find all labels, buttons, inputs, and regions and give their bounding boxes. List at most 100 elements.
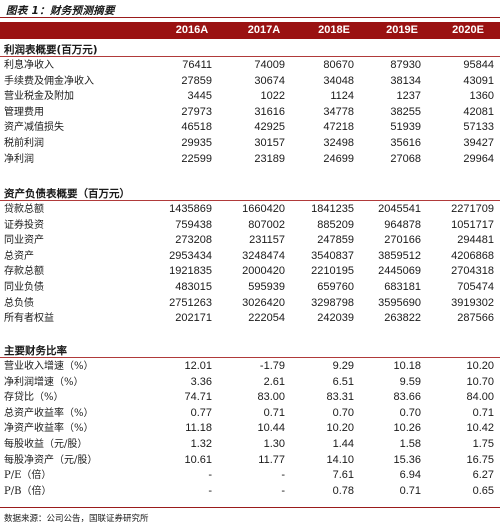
header-2019E: 2019E [386, 24, 418, 36]
row-value: 46518 [181, 121, 212, 134]
row-value: 1124 [330, 90, 354, 103]
row-value: 34048 [323, 74, 354, 87]
row-label: 存贷比（%） [4, 392, 64, 404]
row-value: 231157 [249, 234, 285, 247]
row-value: 0.71 [263, 406, 285, 419]
row-value: 1.30 [263, 438, 285, 450]
table-row: 管理费用 27973 31616 34778 38255 42081 [0, 105, 500, 120]
row-value: 10.18 [393, 360, 421, 372]
section-title: 资产负债表概要（百万元） [4, 188, 130, 200]
table-row: 同业资产 273208 231157 247859 270166 294481 [0, 233, 500, 248]
row-value: 42081 [463, 105, 494, 118]
table-row: P/E（倍） - - 7.61 6.94 6.27 [0, 468, 500, 483]
row-value: 1435869 [169, 203, 212, 215]
row-label: P/B（倍） [4, 485, 52, 497]
row-value: 74.71 [184, 391, 212, 404]
row-value: 3248474 [242, 249, 285, 262]
row-value: 0.65 [472, 484, 494, 497]
row-label: 同业负债 [4, 282, 44, 293]
row-value: 95844 [463, 59, 494, 71]
row-value: 683181 [384, 281, 421, 293]
row-value: 294481 [457, 234, 494, 247]
row-value: 27973 [181, 105, 212, 118]
row-value: 759438 [175, 218, 212, 231]
table-row: 手续费及佣金净收入 27859 30674 34048 38134 43091 [0, 74, 500, 89]
row-label: 净利润增速（%） [4, 376, 84, 388]
row-value: 2045541 [378, 203, 421, 215]
row-value: - [208, 469, 212, 482]
row-value: 76411 [182, 59, 212, 71]
row-value: 51939 [390, 121, 421, 134]
row-value: 1360 [469, 90, 494, 103]
row-value: 16.75 [466, 453, 494, 466]
row-value: 9.29 [332, 360, 354, 372]
row-value: 29964 [463, 152, 494, 165]
row-value: 35616 [390, 137, 421, 149]
row-label: P/E（倍） [4, 470, 52, 482]
row-value: 74009 [254, 59, 285, 71]
row-label: 总资产收益率（%） [4, 407, 94, 419]
row-value: 87930 [390, 59, 421, 71]
row-label: 总资产 [4, 250, 34, 262]
row-value: 659760 [317, 281, 354, 293]
row-value: 6.51 [332, 375, 354, 388]
row-value: 0.71 [472, 406, 494, 419]
row-value: 247859 [317, 234, 354, 247]
row-value: 3445 [187, 90, 212, 103]
row-value: 42925 [254, 121, 285, 134]
row-value: 0.77 [190, 406, 212, 419]
table-row: 证券投资 759438 807002 885209 964878 1051717 [0, 218, 500, 233]
row-label: 存款总额 [4, 266, 44, 278]
row-value: 32498 [323, 137, 354, 149]
row-value: 1.44 [332, 438, 354, 450]
row-value: 1841235 [311, 203, 354, 215]
row-value: 1921835 [169, 265, 212, 278]
row-label: 营业税金及附加 [4, 91, 74, 103]
row-value: 964878 [384, 218, 421, 231]
row-value: 483015 [175, 281, 212, 293]
row-value: 1660420 [242, 203, 285, 215]
row-value: 47218 [323, 121, 354, 134]
row-value: 38134 [390, 74, 421, 87]
row-value: 3540837 [311, 249, 354, 262]
row-value: 273208 [175, 234, 212, 247]
header-2020E: 2020E [452, 24, 484, 36]
header-2018E: 2018E [318, 24, 350, 36]
row-value: 2953434 [169, 249, 212, 262]
row-value: 263822 [384, 312, 421, 325]
row-value: 222054 [248, 312, 285, 325]
row-value: 2000420 [242, 265, 285, 278]
table-row: 利息净收入 76411 74009 80670 87930 95844 [0, 58, 500, 73]
section-title: 主要财务比率 [4, 345, 67, 357]
table-row: 贷款总额 1435869 1660420 1841235 2045541 2271709 [0, 202, 500, 217]
table-row: 总资产收益率（%） 0.77 0.71 0.70 0.70 0.71 [0, 406, 500, 421]
row-label: 总负债 [4, 297, 34, 309]
row-value: 0.71 [399, 484, 421, 497]
table-row: 总资产 2953434 3248474 3540837 3859512 4206868 [0, 249, 500, 264]
row-value: 43091 [463, 74, 494, 87]
row-value: -1.79 [259, 360, 285, 372]
row-value: 1051717 [451, 218, 494, 231]
row-value: 1.75 [472, 438, 494, 450]
table-row: 资产减值损失 46518 42925 47218 51939 57133 [0, 120, 500, 135]
header-2016A: 2016A [175, 24, 209, 36]
row-value: 3859512 [378, 249, 421, 262]
row-value: 14.10 [326, 453, 354, 466]
row-value: 3026420 [242, 296, 285, 309]
source-note: 数据来源：公司公告，国联证券研究所 [4, 514, 149, 524]
row-value: 287566 [457, 312, 494, 325]
row-value: 31616 [254, 105, 285, 118]
row-value: 242039 [317, 312, 354, 325]
row-label: 证券投资 [4, 219, 44, 231]
row-value: 885209 [317, 218, 354, 231]
row-value: 11.77 [258, 453, 285, 466]
row-label: 营业收入增速（%） [4, 361, 94, 372]
row-value: 270166 [384, 234, 421, 247]
row-label: 每股收益（元/股） [4, 439, 88, 450]
row-value: 2.61 [263, 375, 285, 388]
row-value: 29935 [181, 137, 212, 149]
table-bottom-rule [0, 507, 500, 508]
row-value: 1022 [260, 90, 285, 103]
row-label: 手续费及佣金净收入 [4, 75, 94, 87]
row-label: 净资产收益率（%） [4, 423, 94, 435]
